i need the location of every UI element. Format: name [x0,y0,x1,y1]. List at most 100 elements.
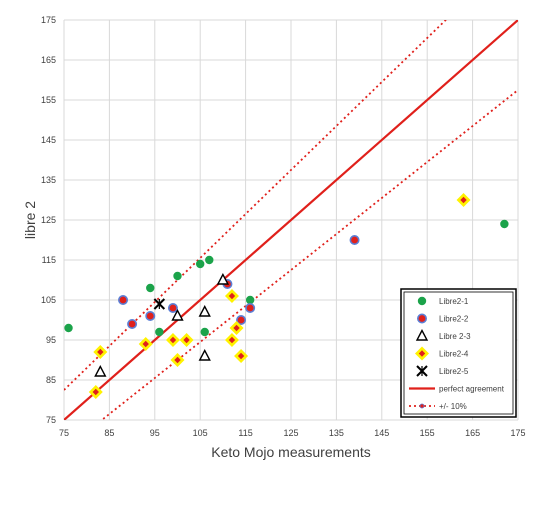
data-point-libre2-1 [245,295,255,305]
data-point-libre2-1 [146,283,155,293]
marker-shape [236,314,247,325]
marker-shape [173,271,182,281]
x-tick-label: 175 [510,428,525,438]
data-point-libre2-4 [170,353,185,367]
marker-shape [145,310,156,321]
legend-marker [417,296,427,306]
x-tick-label: 155 [420,428,435,438]
tick-labels: 75 85 95 105 115 125 135 145 155 165 175 75 85 95 105 1… [41,15,526,438]
data-point-libre2-2 [127,318,138,329]
data-point-libre2-2 [118,294,129,305]
legend-label: Libre 2-3 [439,332,471,341]
marker-shape [64,323,73,333]
data-point-libre2-4 [88,385,103,399]
x-tick-label: 105 [193,428,208,438]
data-point-libre2-4 [224,333,239,347]
marker-shape [198,304,211,317]
legend-label: Libre2-4 [439,350,469,359]
x-tick-label: 125 [283,428,298,438]
data-point-libre-2-3 [198,348,211,361]
marker-inner [237,352,245,360]
ten-percent-bound-line [64,20,448,391]
marker-shape [171,308,184,321]
y-tick-label: 135 [41,175,56,185]
legend-label: Libre2-1 [439,297,469,306]
legend-marker [415,328,429,341]
data-point-libre2-1 [196,259,205,269]
marker-inner [233,324,240,332]
legend-marker [415,346,429,361]
y-tick-label: 75 [46,415,56,425]
marker-inner [418,350,426,357]
data-point-libre-2-3 [171,308,184,321]
marker-inner [97,348,104,356]
data-point-libre-2-3 [94,364,107,377]
marker-shape [205,255,214,265]
x-tick-label: 165 [465,428,480,438]
data-point-libre2-2 [167,302,178,313]
marker-inner [174,356,181,364]
x-tick-label: 115 [238,428,252,438]
marker-shape [155,327,164,337]
marker-shape [94,364,107,377]
y-tick-label: 105 [41,295,56,305]
legend-label: +/- 10% [439,402,467,411]
marker-shape [118,294,129,305]
x-tick-label: 145 [374,428,389,438]
marker-inner [183,336,190,344]
data-point-libre2-4 [229,321,244,335]
data-point-libre-2-3 [198,304,211,317]
y-tick-label: 155 [41,95,56,105]
y-axis-title: libre 2 [22,201,38,239]
marker-shape [167,302,178,313]
legend-label: Libre2-5 [439,367,469,376]
y-tick-label: 165 [41,55,56,65]
marker-shape [415,328,429,341]
data-point-libre2-5 [153,298,166,310]
y-tick-label: 115 [42,255,56,265]
legend-line-marker [419,403,425,409]
x-tick-label: 85 [104,428,114,438]
data-point-libre2-4 [456,193,471,207]
ten-percent-bound-line [100,89,518,420]
marker-shape [245,302,256,313]
marker-shape [417,296,427,306]
legend-marker [416,365,428,377]
data-point-libre2-2 [349,235,360,246]
data-point-libre2-4 [138,337,153,351]
data-point-libre2-1 [155,327,164,337]
data-point-libre2-1 [205,255,214,265]
marker-shape [127,318,138,329]
x-axis-title: Keto Mojo measurements [211,444,371,460]
data-point-libre2-2 [245,302,256,313]
x-tick-label: 135 [329,428,344,438]
legend-marker [416,313,427,324]
data-point-libre2-4 [224,289,239,303]
data-point-libre2-4 [179,333,194,347]
y-tick-label: 175 [41,15,56,25]
marker-shape [216,272,230,285]
legend: Libre2-1 Libre2-2 Libre 2-3 Libre2-4 Libre2-… [400,288,517,418]
data-point-libre2-1 [500,219,509,229]
y-tick-label: 125 [41,215,56,225]
marker-shape [196,259,205,269]
data-points [64,193,509,399]
marker-shape [245,295,255,305]
y-tick-label: 85 [46,375,56,385]
data-point-libre2-4 [234,349,249,363]
marker-shape [500,219,509,229]
data-point-libre-2-3 [216,272,230,285]
perfect-agreement-line [64,20,518,420]
data-point-libre2-1 [173,271,182,281]
marker-inner [142,340,149,348]
data-point-libre2-4 [165,333,180,347]
data-point-libre2-2 [236,314,247,325]
data-point-libre2-4 [93,345,108,359]
legend-inner-border [403,291,514,415]
marker-inner [169,336,177,344]
y-tick-label: 145 [41,135,56,145]
marker-inner [228,336,236,344]
marker-shape [416,313,427,324]
